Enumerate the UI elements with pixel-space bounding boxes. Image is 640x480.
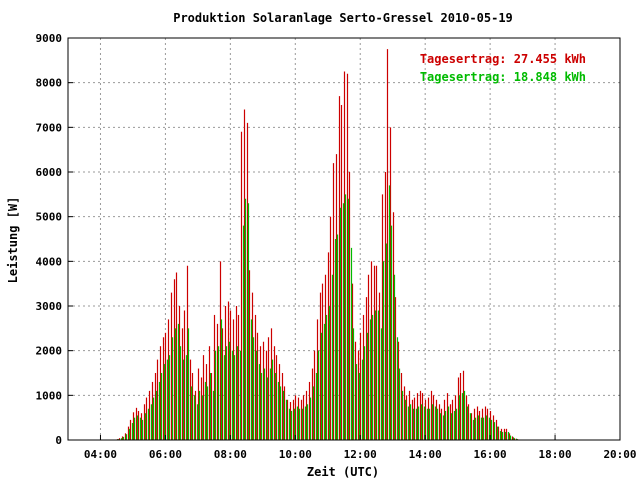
y-tick-label: 1000 [36,389,63,402]
x-tick-label: 08:00 [214,448,247,461]
x-axis-ticks: 04:00 06:00 08:00 10:00 12:00 14:00 16:00 18:00… [84,435,637,461]
x-tick-label: 10:00 [279,448,312,461]
legend: Tagesertrag: 27.455 kWh Tagesertrag: 18.8… [420,52,586,84]
y-tick-label: 6000 [36,166,63,179]
x-tick-label: 14:00 [409,448,442,461]
bar-series [116,49,519,440]
legend-entry-2: Tagesertrag: 18.848 kWh [420,70,586,84]
y-tick-label: 9000 [36,32,63,45]
y-tick-label: 3000 [36,300,63,313]
x-tick-label: 20:00 [603,448,636,461]
x-tick-label: 18:00 [538,448,571,461]
x-tick-label: 06:00 [149,448,182,461]
y-tick-label: 5000 [36,211,63,224]
x-tick-label: 12:00 [344,448,377,461]
y-axis-label: Leistung [W] [6,197,20,284]
x-tick-label: 04:00 [84,448,117,461]
y-tick-label: 2000 [36,345,63,358]
x-axis-label: Zeit (UTC) [307,465,379,479]
y-tick-label: 7000 [36,121,63,134]
y-tick-label: 0 [55,434,62,447]
chart-title: Produktion Solaranlage Serto-Gressel 201… [173,11,513,25]
y-tick-label: 8000 [36,77,63,90]
legend-entry-1: Tagesertrag: 27.455 kWh [420,52,586,66]
y-axis-ticks: 0 1000 2000 3000 4000 5000 6000 7000 8000 9000 [36,32,73,447]
plot-frame [67,37,621,441]
y-tick-label: 4000 [36,255,63,268]
x-tick-label: 16:00 [474,448,507,461]
